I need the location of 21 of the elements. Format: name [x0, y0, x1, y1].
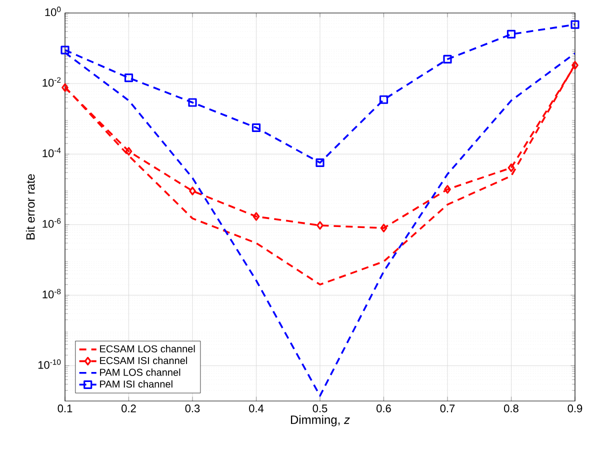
x-tick-label: 0.5: [312, 404, 328, 412]
legend-label: PAM ISI channel: [100, 380, 172, 388]
x-tick-label: 0.9: [568, 404, 582, 412]
y-tick-label: 10$^{-2}$: [42, 77, 61, 87]
y-tick-label: 10$^{-6}$: [42, 218, 61, 228]
y-tick-label: 10$^{0}$: [45, 6, 61, 16]
y-tick-label: 10$^{-10}$: [38, 359, 61, 369]
legend-label: PAM LOS channel: [100, 368, 180, 376]
x-tick-label: 0.1: [58, 404, 72, 412]
y-tick-label: 10$^{-4}$: [42, 148, 61, 158]
x-tick-label: 0.8: [504, 404, 518, 412]
x-tick-label: 0.7: [440, 404, 455, 412]
x-tick-label: 0.4: [249, 404, 264, 412]
y-axis-title: Bit error rate: [26, 174, 35, 240]
x-tick-label: 0.2: [122, 404, 136, 412]
legend-label: ECSAM ISI channel: [100, 356, 187, 364]
x-tick-label: 0.6: [376, 404, 391, 412]
x-tick-label: 0.3: [185, 404, 200, 412]
legend-label: ECSAM LOS channel: [100, 345, 195, 352]
x-axis-title: Dimming, z: [290, 415, 350, 426]
y-tick-label: 10$^{-8}$: [42, 288, 61, 298]
